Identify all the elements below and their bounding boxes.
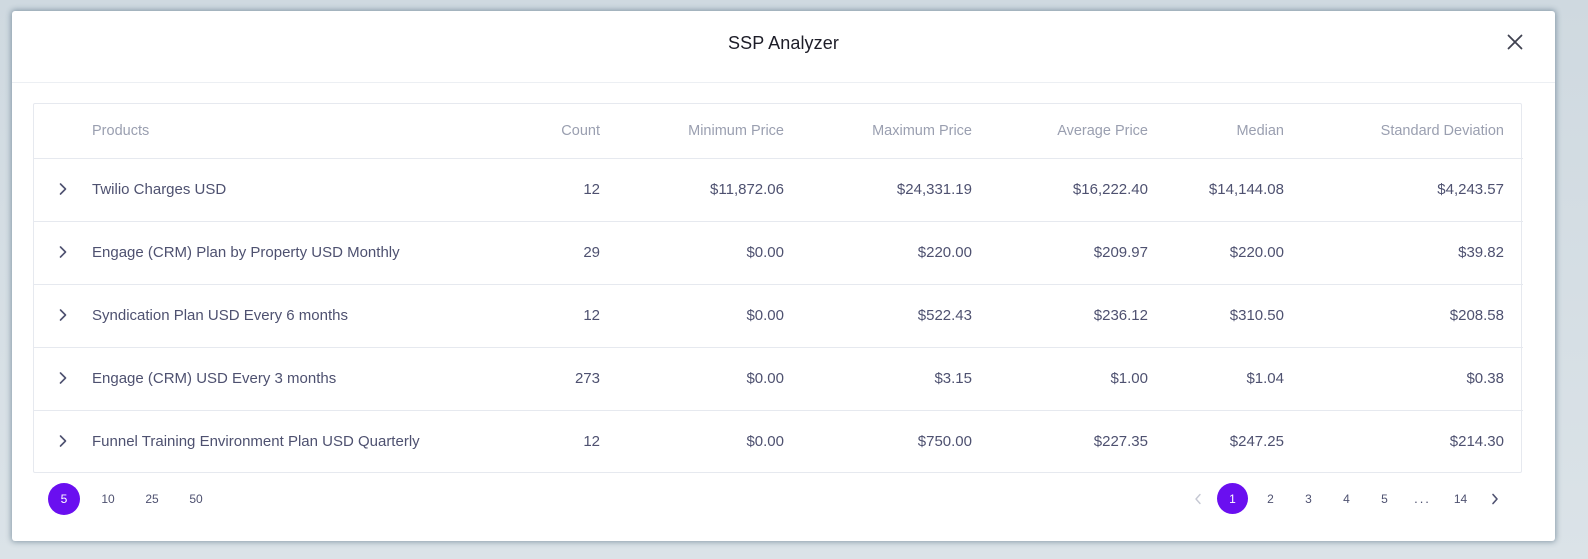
chevron-right-icon [59, 309, 67, 321]
cell-average-price: $16,222.40 [991, 158, 1167, 222]
header-standard-deviation[interactable]: Standard Deviation [1303, 104, 1523, 159]
cell-standard-deviation: $39.82 [1303, 221, 1523, 285]
cell-average-price: $236.12 [991, 284, 1167, 348]
modal-title: SSP Analyzer [728, 33, 839, 53]
cell-count: 12 [470, 158, 619, 222]
page-size-selector: 5 10 25 50 [48, 483, 224, 515]
header-count[interactable]: Count [470, 104, 619, 159]
cell-average-price: $227.35 [1093, 433, 1148, 451]
table-footer: 5 10 25 50 1 2 3 4 5 ... 14 [48, 483, 1519, 515]
cell-average-price: $1.00 [991, 347, 1167, 411]
cell-product: Engage (CRM) USD Every 3 months [92, 347, 470, 411]
chevron-right-icon [59, 183, 67, 195]
previous-page-button[interactable] [1186, 483, 1210, 514]
page-size-option[interactable]: 5 [48, 483, 80, 515]
products-table: Products Count Minimum Price Maximum Pri… [34, 104, 1523, 473]
close-button[interactable] [1503, 30, 1527, 54]
cell-minimum-price: $11,872.06 [619, 158, 803, 222]
page-button[interactable]: 5 [1381, 491, 1388, 506]
modal-header: SSP Analyzer [12, 11, 1555, 83]
table-header-row: Products Count Minimum Price Maximum Pri… [34, 104, 1523, 159]
table-row[interactable]: Funnel Training Environment Plan USD Qua… [34, 410, 1523, 473]
pagination-ellipsis: ... [1414, 491, 1431, 506]
page-button-last[interactable]: 14 [1453, 491, 1468, 506]
page-button[interactable]: 3 [1305, 491, 1312, 506]
ssp-analyzer-modal: SSP Analyzer Products [12, 11, 1555, 541]
pagination: 1 2 3 4 5 ... 14 [1179, 483, 1507, 514]
cell-count: 29 [470, 221, 619, 285]
cell-median: $14,144.08 [1167, 158, 1303, 222]
header-average-price[interactable]: Average Price [991, 104, 1167, 159]
expand-row-button[interactable] [53, 431, 73, 451]
cell-maximum-price: $3.15 [803, 347, 991, 411]
cell-count: 12 [583, 433, 600, 451]
table-row[interactable]: Engage (CRM) USD Every 3 months 273 $0.0… [34, 347, 1523, 411]
chevron-right-icon [59, 372, 67, 384]
page-button[interactable]: 2 [1267, 491, 1274, 506]
cell-median: $310.50 [1167, 284, 1303, 348]
expand-row-button[interactable] [53, 368, 73, 388]
table-row[interactable]: Syndication Plan USD Every 6 months 12 $… [34, 284, 1523, 348]
header-maximum-price[interactable]: Maximum Price [803, 104, 991, 159]
cell-minimum-price: $0.00 [619, 284, 803, 348]
chevron-right-icon [59, 435, 67, 448]
cell-standard-deviation: $4,243.57 [1303, 158, 1523, 222]
chevron-right-icon [1492, 493, 1498, 504]
cell-median: $220.00 [1167, 221, 1303, 285]
products-table-container: Products Count Minimum Price Maximum Pri… [33, 103, 1523, 473]
header-median[interactable]: Median [1167, 104, 1303, 159]
cell-maximum-price: $750.00 [917, 433, 972, 451]
page-button[interactable]: 4 [1343, 491, 1350, 506]
cell-product: Engage (CRM) Plan by Property USD Monthl… [92, 221, 470, 285]
cell-median: $1.04 [1167, 347, 1303, 411]
page-button[interactable]: 1 [1217, 483, 1248, 514]
expand-column-header [34, 104, 92, 159]
expand-row-button[interactable] [53, 242, 73, 262]
cell-standard-deviation: $208.58 [1303, 284, 1523, 348]
cell-maximum-price: $24,331.19 [803, 158, 991, 222]
cell-minimum-price: $0.00 [746, 433, 784, 451]
page-size-option[interactable]: 25 [145, 492, 159, 506]
page-size-option[interactable]: 50 [189, 492, 203, 506]
cell-count: 273 [470, 347, 619, 411]
expand-row-button[interactable] [53, 179, 73, 199]
next-page-button[interactable] [1483, 483, 1507, 514]
cell-maximum-price: $522.43 [803, 284, 991, 348]
cell-standard-deviation: $214.30 [1449, 433, 1504, 451]
table-row[interactable]: Engage (CRM) Plan by Property USD Monthl… [34, 221, 1523, 285]
cell-product: Twilio Charges USD [92, 158, 470, 222]
cell-minimum-price: $0.00 [619, 347, 803, 411]
cell-standard-deviation: $0.38 [1303, 347, 1523, 411]
cell-average-price: $209.97 [991, 221, 1167, 285]
cell-product: Syndication Plan USD Every 6 months [92, 284, 470, 348]
cell-median: $247.25 [1229, 433, 1284, 451]
table-row[interactable]: Twilio Charges USD 12 $11,872.06 $24,331… [34, 158, 1523, 222]
chevron-left-icon [1195, 493, 1201, 504]
cell-minimum-price: $0.00 [619, 221, 803, 285]
expand-row-button[interactable] [53, 305, 73, 325]
page-size-option[interactable]: 10 [101, 492, 115, 506]
cell-maximum-price: $220.00 [803, 221, 991, 285]
close-icon [1507, 34, 1523, 50]
header-products[interactable]: Products [92, 104, 470, 159]
chevron-right-icon [59, 246, 67, 258]
cell-count: 12 [470, 284, 619, 348]
header-minimum-price[interactable]: Minimum Price [619, 104, 803, 159]
cell-product: Funnel Training Environment Plan USD Qua… [92, 433, 420, 451]
